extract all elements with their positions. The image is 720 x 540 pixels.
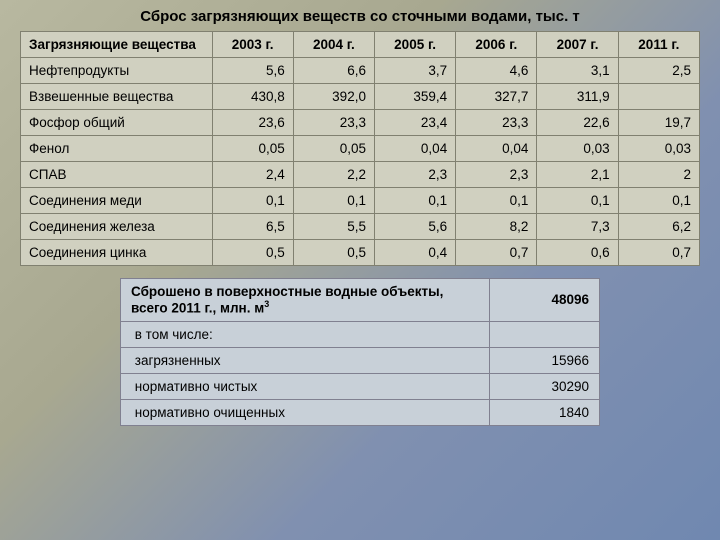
summary-header-value: 48096 bbox=[490, 279, 600, 322]
cell-value: 311,9 bbox=[537, 84, 618, 110]
cell-value: 2,4 bbox=[212, 162, 293, 188]
cell-value: 0,1 bbox=[456, 188, 537, 214]
cell-value: 7,3 bbox=[537, 214, 618, 240]
col-header-substance: Загрязняющие вещества bbox=[21, 32, 213, 58]
cell-value: 6,5 bbox=[212, 214, 293, 240]
summary-row-label: нормативно очищенных bbox=[121, 399, 490, 425]
summary-row-label: загрязненных bbox=[121, 347, 490, 373]
table-row: СПАВ2,42,22,32,32,12 bbox=[21, 162, 700, 188]
summary-row-value: 15966 bbox=[490, 347, 600, 373]
pollutants-table: Загрязняющие вещества 2003 г. 2004 г. 20… bbox=[20, 31, 700, 266]
cell-value: 5,6 bbox=[212, 58, 293, 84]
cell-value: 19,7 bbox=[618, 110, 699, 136]
table-row: Нефтепродукты5,66,63,74,63,12,5 bbox=[21, 58, 700, 84]
cell-value: 6,6 bbox=[293, 58, 374, 84]
row-label: Нефтепродукты bbox=[21, 58, 213, 84]
cell-value: 23,4 bbox=[374, 110, 455, 136]
cell-value: 2 bbox=[618, 162, 699, 188]
cell-value: 0,5 bbox=[212, 240, 293, 266]
summary-row-label: в том числе: bbox=[121, 321, 490, 347]
summary-row-value: 30290 bbox=[490, 373, 600, 399]
cell-value: 0,1 bbox=[293, 188, 374, 214]
cell-value: 23,6 bbox=[212, 110, 293, 136]
cell-value: 0,5 bbox=[293, 240, 374, 266]
cell-value: 0,03 bbox=[537, 136, 618, 162]
cell-value: 430,8 bbox=[212, 84, 293, 110]
row-label: Соединения железа bbox=[21, 214, 213, 240]
cell-value: 3,1 bbox=[537, 58, 618, 84]
cell-value: 359,4 bbox=[374, 84, 455, 110]
cell-value: 0,1 bbox=[212, 188, 293, 214]
summary-row: в том числе: bbox=[121, 321, 600, 347]
row-label: Фенол bbox=[21, 136, 213, 162]
row-label: Соединения меди bbox=[21, 188, 213, 214]
cell-value: 0,04 bbox=[456, 136, 537, 162]
cell-value: 2,2 bbox=[293, 162, 374, 188]
cell-value: 4,6 bbox=[456, 58, 537, 84]
summary-row-value bbox=[490, 321, 600, 347]
table-row: Взвешенные вещества430,8392,0359,4327,73… bbox=[21, 84, 700, 110]
cell-value: 0,7 bbox=[456, 240, 537, 266]
cell-value: 2,3 bbox=[374, 162, 455, 188]
col-header-year: 2011 г. bbox=[618, 32, 699, 58]
summary-row-value: 1840 bbox=[490, 399, 600, 425]
cell-value: 23,3 bbox=[456, 110, 537, 136]
cell-value: 0,1 bbox=[618, 188, 699, 214]
table-row: Фосфор общий23,623,323,423,322,619,7 bbox=[21, 110, 700, 136]
cell-value: 2,5 bbox=[618, 58, 699, 84]
cell-value: 23,3 bbox=[293, 110, 374, 136]
cell-value: 0,04 bbox=[374, 136, 455, 162]
cell-value: 22,6 bbox=[537, 110, 618, 136]
table-row: Соединения меди0,10,10,10,10,10,1 bbox=[21, 188, 700, 214]
cell-value: 0,4 bbox=[374, 240, 455, 266]
cell-value: 5,5 bbox=[293, 214, 374, 240]
col-header-year: 2005 г. bbox=[374, 32, 455, 58]
cell-value: 8,2 bbox=[456, 214, 537, 240]
cell-value bbox=[618, 84, 699, 110]
cell-value: 0,7 bbox=[618, 240, 699, 266]
summary-row: нормативно очищенных1840 bbox=[121, 399, 600, 425]
cell-value: 5,6 bbox=[374, 214, 455, 240]
cell-value: 6,2 bbox=[618, 214, 699, 240]
cell-value: 0,05 bbox=[293, 136, 374, 162]
table-row: Фенол0,050,050,040,040,030,03 bbox=[21, 136, 700, 162]
cell-value: 0,05 bbox=[212, 136, 293, 162]
row-label: СПАВ bbox=[21, 162, 213, 188]
table-row: Соединения цинка0,50,50,40,70,60,7 bbox=[21, 240, 700, 266]
cell-value: 0,1 bbox=[374, 188, 455, 214]
col-header-year: 2007 г. bbox=[537, 32, 618, 58]
row-label: Фосфор общий bbox=[21, 110, 213, 136]
page-title: Сброс загрязняющих веществ со сточными в… bbox=[0, 0, 720, 31]
cell-value: 392,0 bbox=[293, 84, 374, 110]
col-header-year: 2003 г. bbox=[212, 32, 293, 58]
cell-value: 2,1 bbox=[537, 162, 618, 188]
summary-row: нормативно чистых30290 bbox=[121, 373, 600, 399]
summary-row-label: нормативно чистых bbox=[121, 373, 490, 399]
discharge-summary-table: Сброшено в поверхностные водные объекты,… bbox=[120, 278, 600, 426]
row-label: Соединения цинка bbox=[21, 240, 213, 266]
cell-value: 2,3 bbox=[456, 162, 537, 188]
summary-row: загрязненных15966 bbox=[121, 347, 600, 373]
col-header-year: 2004 г. bbox=[293, 32, 374, 58]
cell-value: 327,7 bbox=[456, 84, 537, 110]
table-row: Соединения железа6,55,55,68,27,36,2 bbox=[21, 214, 700, 240]
summary-header-label: Сброшено в поверхностные водные объекты,… bbox=[121, 279, 490, 322]
cell-value: 0,1 bbox=[537, 188, 618, 214]
col-header-year: 2006 г. bbox=[456, 32, 537, 58]
cell-value: 0,03 bbox=[618, 136, 699, 162]
cell-value: 3,7 bbox=[374, 58, 455, 84]
row-label: Взвешенные вещества bbox=[21, 84, 213, 110]
cell-value: 0,6 bbox=[537, 240, 618, 266]
